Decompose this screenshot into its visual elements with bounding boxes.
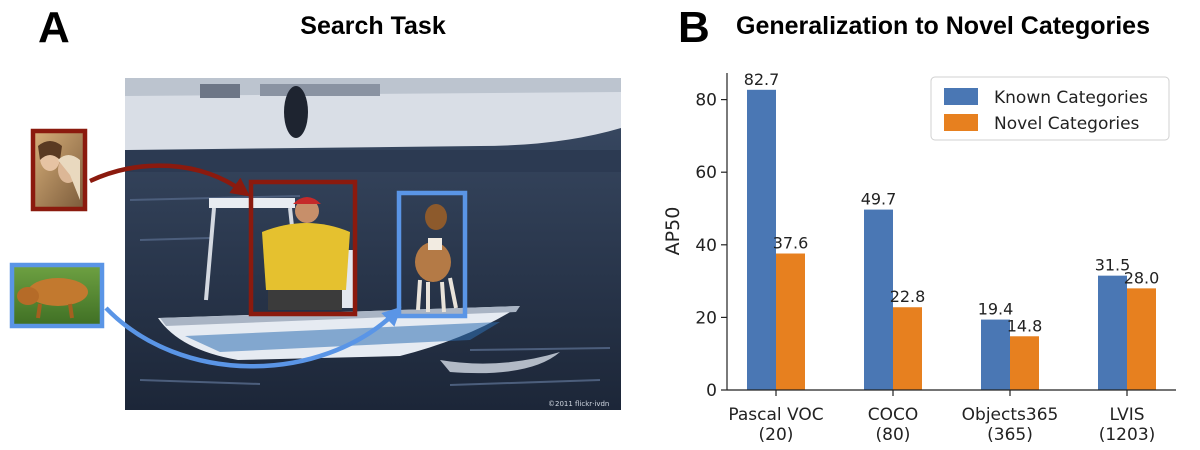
x-tick-label-coco: COCO [868,405,919,425]
panel-b-title: Generalization to Novel Categories [736,12,1150,40]
y-tick-label-40: 40 [695,236,717,256]
value-label-novel-objects365: 14.8 [1007,316,1043,335]
panel-b: B Generalization to Novel Categories 82.… [662,3,1176,445]
x-tick-label-pascal-voc: Pascal VOC [728,405,823,425]
bar-novel-coco [893,307,922,390]
value-label-novel-lvis: 28.0 [1124,268,1160,287]
novel-categories-bars [776,253,1156,390]
ap50-bar-chart: 82.7 49.7 19.4 31.5 37.6 22.8 14.8 28.0 0 20 40 60… [662,70,1176,445]
y-axis-ticks: 0 20 40 60 80 [695,91,727,401]
value-label-novel-coco: 22.8 [890,287,926,306]
bar-known-lvis [1098,275,1127,390]
person-query-thumbnail [30,128,88,212]
bar-known-coco [864,209,893,390]
x-tick-count-coco: (80) [876,425,911,445]
bar-novel-pascal-voc [776,253,805,390]
value-labels: 82.7 49.7 19.4 31.5 37.6 22.8 14.8 28.0 [744,70,1160,335]
x-axis-ticks: Pascal VOC(20) COCO(80) Objects365(365) LVI… [728,390,1155,445]
legend-swatch-known [944,88,978,105]
photo-credit: ©2011 flickr·ivdn [548,400,609,408]
x-tick-count-pascal-voc: (20) [759,425,794,445]
dog-detection-box [396,190,468,319]
legend-label-known: Known Categories [994,88,1148,108]
panel-a-letter: A [38,3,70,52]
legend-swatch-novel [944,114,978,131]
x-tick-count-objects365: (365) [987,425,1033,445]
value-label-known-lvis: 31.5 [1095,256,1131,275]
value-label-known-objects365: 19.4 [978,300,1014,319]
dog-query-thumbnail [9,262,105,329]
x-tick-label-objects365: Objects365 [962,405,1059,425]
panel-b-letter: B [678,3,710,52]
y-tick-label-60: 60 [695,163,717,183]
bar-novel-objects365 [1010,336,1039,390]
x-tick-label-lvis: LVIS [1109,405,1144,425]
known-categories-bars [747,89,1127,390]
bar-known-objects365 [981,319,1010,390]
legend-label-novel: Novel Categories [994,114,1140,134]
person-search-arrow [89,163,251,197]
legend: Known Categories Novel Categories [930,76,1170,141]
person-detection-box [248,179,358,317]
y-tick-label-20: 20 [695,308,717,328]
y-axis-title: AP50 [662,207,684,256]
panel-a: A Search Task [9,3,621,410]
y-tick-label-80: 80 [695,91,717,111]
value-label-novel-pascal-voc: 37.6 [773,234,809,253]
bar-novel-lvis [1127,288,1156,390]
dog-search-arrow [104,306,402,369]
panel-a-title: Search Task [300,12,446,40]
value-label-known-coco: 49.7 [861,190,897,209]
x-tick-count-lvis: (1203) [1099,425,1156,445]
bar-known-pascal-voc [747,89,776,390]
y-tick-label-0: 0 [706,381,717,401]
value-label-known-pascal-voc: 82.7 [744,70,780,89]
